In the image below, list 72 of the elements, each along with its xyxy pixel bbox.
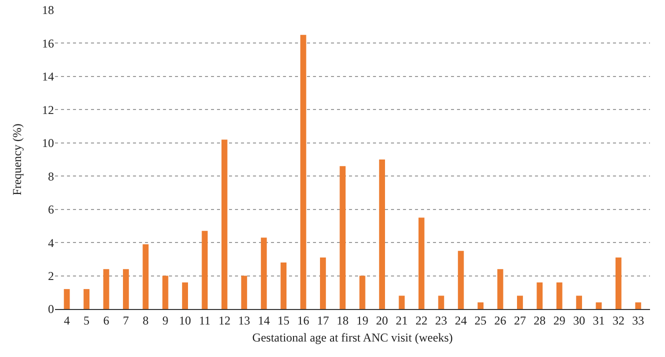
x-tick-label: 32 xyxy=(612,313,624,328)
x-tick-label: 22 xyxy=(415,313,428,328)
bar xyxy=(280,262,286,309)
x-tick-label: 16 xyxy=(297,313,310,328)
x-tick-label: 27 xyxy=(514,313,526,328)
bar xyxy=(359,276,366,309)
x-tick-label: 26 xyxy=(494,313,506,328)
bar xyxy=(458,250,464,309)
bar xyxy=(202,230,208,309)
x-tick-label: 5 xyxy=(84,313,90,328)
bar xyxy=(497,269,504,309)
bar xyxy=(517,296,523,309)
bar xyxy=(182,282,188,309)
x-tick-label: 25 xyxy=(474,313,487,328)
x-tick-label: 30 xyxy=(573,313,586,328)
x-tick-label: 29 xyxy=(553,313,566,328)
x-tick-label: 8 xyxy=(142,313,149,328)
bar xyxy=(221,140,228,309)
y-tick-label: 14 xyxy=(42,70,54,84)
y-axis-title: Frequency (%) xyxy=(10,124,24,196)
bar xyxy=(418,218,424,309)
y-tick-label: 2 xyxy=(48,268,54,283)
bar xyxy=(84,289,90,309)
x-tick-label: 31 xyxy=(592,313,605,328)
bar xyxy=(122,269,129,309)
bar xyxy=(142,244,149,309)
x-axis-title: Gestational age at first ANC visit (weeks) xyxy=(252,330,453,344)
y-tick-label: 8 xyxy=(48,169,54,184)
x-tick-label: 4 xyxy=(64,313,70,328)
x-tick-label: 17 xyxy=(316,313,329,328)
bar xyxy=(162,276,168,309)
x-tick-label: 7 xyxy=(122,313,129,328)
bar xyxy=(241,276,248,309)
bar xyxy=(596,302,602,309)
x-tick-label: 13 xyxy=(238,313,250,328)
bar xyxy=(64,289,70,309)
x-tick-label: 21 xyxy=(396,313,408,328)
x-tick-label: 12 xyxy=(218,313,230,328)
bar xyxy=(438,296,444,309)
x-tick-label: 11 xyxy=(198,313,211,328)
x-tick-label: 19 xyxy=(356,313,368,328)
x-tick-label: 18 xyxy=(336,313,349,328)
bar xyxy=(300,34,306,309)
bar xyxy=(536,282,543,309)
x-tick-label: 6 xyxy=(103,313,110,328)
x-tick-label: 15 xyxy=(278,313,290,328)
bar xyxy=(478,302,484,309)
x-tick-label: 14 xyxy=(258,313,270,328)
x-tick-label: 10 xyxy=(179,313,192,328)
bar xyxy=(379,160,386,309)
y-tick-label: 18 xyxy=(42,3,54,18)
bar xyxy=(320,258,326,309)
bar xyxy=(635,302,642,309)
bar xyxy=(576,296,582,309)
x-tick-label: 33 xyxy=(632,313,644,328)
y-tick-label: 4 xyxy=(48,236,54,250)
y-tick-label: 10 xyxy=(42,136,54,150)
x-tick-label: 9 xyxy=(162,313,168,328)
y-tick-label: 6 xyxy=(48,202,54,217)
y-tick-label: 16 xyxy=(42,36,54,50)
x-tick-label: 28 xyxy=(534,313,546,328)
x-tick-label: 23 xyxy=(435,313,448,328)
x-tick-label: 20 xyxy=(376,313,388,328)
bar xyxy=(103,269,110,309)
x-tick-label: 24 xyxy=(454,313,467,328)
y-tick-label: 12 xyxy=(42,102,54,117)
y-tick-label: 0 xyxy=(48,302,54,316)
bar xyxy=(616,258,622,309)
bar xyxy=(340,166,346,309)
bar xyxy=(260,238,267,309)
bar xyxy=(556,282,562,309)
bar xyxy=(398,296,405,309)
